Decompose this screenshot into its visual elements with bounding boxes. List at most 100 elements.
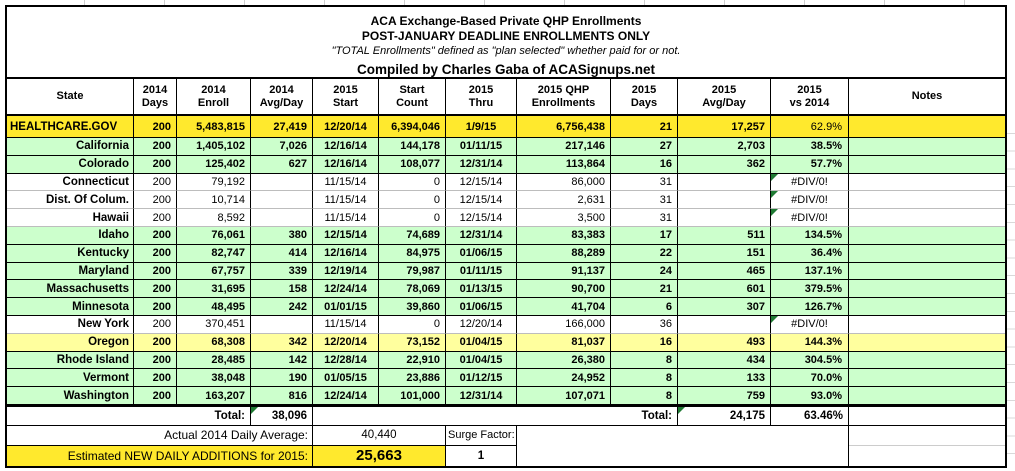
cell-state[interactable]: Washington	[7, 387, 134, 405]
cell-2014-days[interactable]: 200	[134, 116, 177, 138]
cell-2014-enroll[interactable]: 76,061	[177, 226, 251, 245]
cell-2015-start[interactable]: 12/19/14	[313, 262, 379, 281]
cell-2015-days[interactable]: 6	[611, 298, 678, 316]
col-header-2015-start[interactable]: 2015 Start	[313, 79, 379, 116]
cell-2014-avg-day[interactable]	[251, 315, 313, 334]
cell-2015-qhp-enrollments[interactable]: 88,289	[517, 244, 611, 263]
cell-2015-thru[interactable]: 01/11/15	[446, 138, 517, 156]
surge-factor-label[interactable]: Surge Factor:	[446, 425, 517, 446]
total-label-left[interactable]: Total:	[7, 406, 251, 426]
cell-2015-vs-2014[interactable]: 36.4%	[771, 244, 849, 263]
footer-notes-spacer[interactable]	[849, 425, 1005, 446]
cell-2015-start[interactable]: 12/16/14	[313, 155, 379, 174]
cell-2015-start[interactable]: 12/24/14	[313, 280, 379, 299]
cell-state[interactable]: California	[7, 138, 134, 156]
cell-2015-vs-2014[interactable]: 126.7%	[771, 298, 849, 316]
cell-state[interactable]: Vermont	[7, 369, 134, 388]
cell-2014-days[interactable]: 200	[134, 387, 177, 405]
cell-2015-thru[interactable]: 01/12/15	[446, 369, 517, 388]
cell-2014-avg-day[interactable]: 190	[251, 369, 313, 388]
cell-notes[interactable]	[849, 351, 1005, 370]
cell-notes[interactable]	[849, 209, 1005, 227]
cell-2015-vs-2014[interactable]: 70.0%	[771, 369, 849, 388]
cell-2015-qhp-enrollments[interactable]: 166,000	[517, 315, 611, 334]
footer-notes-spacer[interactable]	[849, 445, 1005, 466]
cell-2015-avg-day[interactable]: 133	[678, 369, 771, 388]
cell-2015-start[interactable]: 12/16/14	[313, 244, 379, 263]
cell-notes[interactable]	[849, 298, 1005, 316]
cell-2015-avg-day[interactable]: 434	[678, 351, 771, 370]
estimated-additions-value[interactable]: 25,663	[313, 445, 446, 466]
cell-state[interactable]: New York	[7, 315, 134, 334]
cell-state[interactable]: HEALTHCARE.GOV	[7, 116, 134, 138]
cell-2015-days[interactable]: 24	[611, 262, 678, 281]
col-header-2015-thru[interactable]: 2015 Thru	[446, 79, 517, 116]
cell-2015-thru[interactable]: 12/15/14	[446, 191, 517, 210]
cell-2015-thru[interactable]: 01/04/15	[446, 351, 517, 370]
total-2015-vs-2014[interactable]: 63.46%	[771, 406, 849, 426]
cell-2014-avg-day[interactable]: 342	[251, 333, 313, 352]
cell-notes[interactable]	[849, 191, 1005, 210]
cell-notes[interactable]	[849, 244, 1005, 263]
cell-start-count[interactable]: 0	[379, 315, 446, 334]
cell-notes[interactable]	[849, 138, 1005, 156]
cell-2014-days[interactable]: 200	[134, 315, 177, 334]
cell-start-count[interactable]: 101,000	[379, 387, 446, 405]
cell-2014-enroll[interactable]: 370,451	[177, 315, 251, 334]
cell-2015-qhp-enrollments[interactable]: 83,383	[517, 226, 611, 245]
col-header-2014-avg-day[interactable]: 2014 Avg/Day	[251, 79, 313, 116]
cell-start-count[interactable]: 144,178	[379, 138, 446, 156]
cell-start-count[interactable]: 0	[379, 209, 446, 227]
cell-2014-days[interactable]: 200	[134, 369, 177, 388]
cell-2015-start[interactable]: 12/15/14	[313, 226, 379, 245]
cell-2014-days[interactable]: 200	[134, 173, 177, 192]
cell-2015-qhp-enrollments[interactable]: 113,864	[517, 155, 611, 174]
cell-2015-days[interactable]: 16	[611, 155, 678, 174]
cell-2014-days[interactable]: 200	[134, 351, 177, 370]
cell-2014-enroll[interactable]: 68,308	[177, 333, 251, 352]
cell-2015-start[interactable]: 11/15/14	[313, 173, 379, 192]
total-label-right[interactable]: Total:	[611, 406, 678, 426]
cell-2015-qhp-enrollments[interactable]: 41,704	[517, 298, 611, 316]
cell-2015-avg-day[interactable]: 2,703	[678, 138, 771, 156]
cell-2015-vs-2014[interactable]: #DIV/0!	[771, 173, 849, 192]
cell-2014-avg-day[interactable]	[251, 209, 313, 227]
cell-2015-days[interactable]: 22	[611, 244, 678, 263]
cell-2014-avg-day[interactable]: 142	[251, 351, 313, 370]
cell-2015-thru[interactable]: 12/20/14	[446, 315, 517, 334]
col-header-notes[interactable]: Notes	[849, 79, 1005, 116]
cell-2015-qhp-enrollments[interactable]: 107,071	[517, 387, 611, 405]
cell-2014-enroll[interactable]: 5,483,815	[177, 116, 251, 138]
cell-state[interactable]: Dist. Of Colum.	[7, 191, 134, 210]
cell-2015-qhp-enrollments[interactable]: 6,756,438	[517, 116, 611, 138]
cell-2015-vs-2014[interactable]: 304.5%	[771, 351, 849, 370]
cell-2014-days[interactable]: 200	[134, 298, 177, 316]
cell-2015-vs-2014[interactable]: 379.5%	[771, 280, 849, 299]
cell-2014-avg-day[interactable]: 158	[251, 280, 313, 299]
col-header-2015-avg-day[interactable]: 2015 Avg/Day	[678, 79, 771, 116]
cell-2015-days[interactable]: 17	[611, 226, 678, 245]
cell-2015-qhp-enrollments[interactable]: 90,700	[517, 280, 611, 299]
cell-2014-avg-day[interactable]: 414	[251, 244, 313, 263]
cell-2014-enroll[interactable]: 67,757	[177, 262, 251, 281]
estimated-additions-label[interactable]: Estimated NEW DAILY ADDITIONS for 2015:	[7, 445, 313, 466]
cell-2014-enroll[interactable]: 48,495	[177, 298, 251, 316]
cell-start-count[interactable]: 6,394,046	[379, 116, 446, 138]
cell-2014-avg-day[interactable]: 627	[251, 155, 313, 174]
cell-2014-avg-day[interactable]	[251, 191, 313, 210]
cell-2015-thru[interactable]: 12/31/14	[446, 387, 517, 405]
cell-start-count[interactable]: 108,077	[379, 155, 446, 174]
cell-2015-start[interactable]: 12/16/14	[313, 138, 379, 156]
cell-2015-thru[interactable]: 12/31/14	[446, 226, 517, 245]
cell-2014-avg-day[interactable]: 7,026	[251, 138, 313, 156]
cell-start-count[interactable]: 39,860	[379, 298, 446, 316]
cell-2014-days[interactable]: 200	[134, 155, 177, 174]
cell-2015-days[interactable]: 31	[611, 209, 678, 227]
cell-start-count[interactable]: 79,987	[379, 262, 446, 281]
cell-2015-vs-2014[interactable]: 93.0%	[771, 387, 849, 405]
total-2014-avg-day[interactable]: 38,096	[251, 406, 313, 426]
cell-2014-enroll[interactable]: 79,192	[177, 173, 251, 192]
cell-2015-thru[interactable]: 01/11/15	[446, 262, 517, 281]
cell-2015-avg-day[interactable]: 493	[678, 333, 771, 352]
cell-state[interactable]: Maryland	[7, 262, 134, 281]
